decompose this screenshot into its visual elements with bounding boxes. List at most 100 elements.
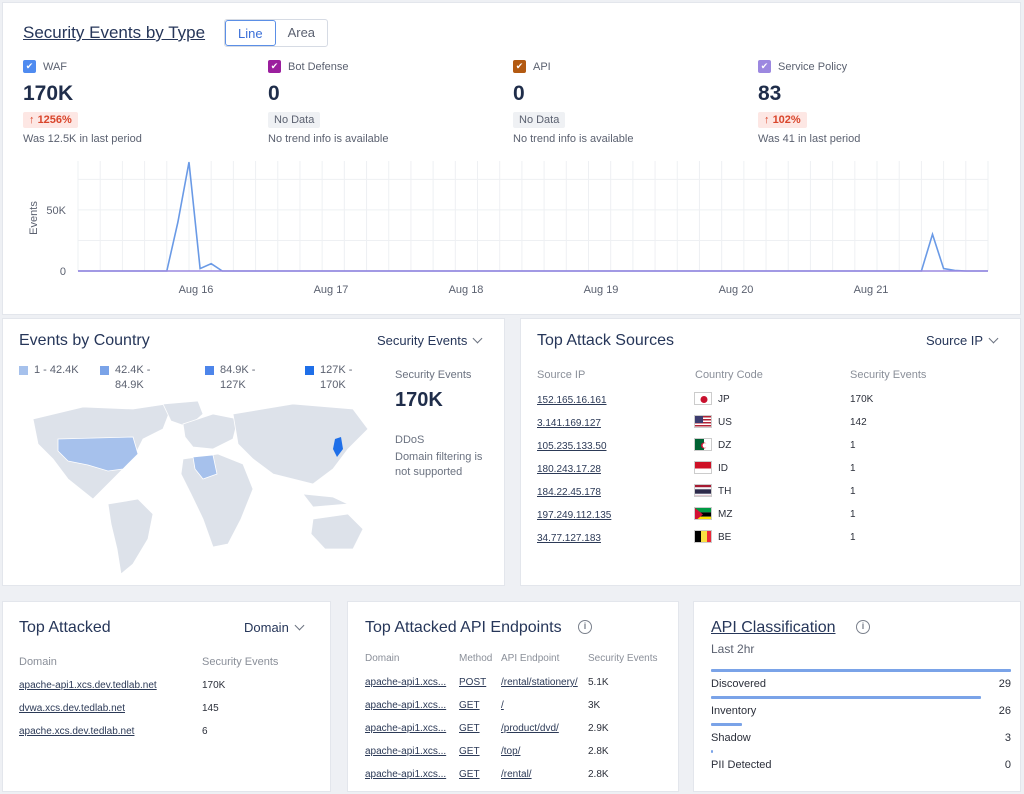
api-method-link[interactable]: GET [459, 769, 480, 780]
security-events-panel: Security Events by Type Line Area ✔ WAF 1… [2, 2, 1021, 315]
dropdown-value: Security Events [377, 333, 468, 348]
info-icon[interactable]: i [578, 620, 592, 634]
x-tick-label: Aug 20 [719, 284, 754, 296]
api-domain-link[interactable]: apache-api1.xcs... [365, 769, 447, 780]
api-domain-link[interactable]: apache-api1.xcs... [365, 677, 447, 688]
total-value: 170K [395, 389, 443, 411]
area-toggle-button[interactable]: Area [287, 25, 316, 40]
api-classification-title[interactable]: API Classification [711, 619, 836, 636]
source-row: 105.235.133.50 DZ 1 [537, 437, 1007, 460]
source-ip-link[interactable]: 180.243.17.28 [537, 464, 601, 475]
country-code: MZ [718, 509, 733, 520]
api-domain-link[interactable]: apache-api1.xcs... [365, 746, 447, 757]
classification-row: Inventory 26 [711, 696, 1011, 717]
legend-label: 84.9K - 127K [220, 364, 256, 391]
source-row: 152.165.16.161 JP 170K [537, 391, 1007, 414]
line-toggle-button[interactable]: Line [225, 20, 276, 46]
info-icon[interactable]: i [856, 620, 870, 634]
x-tick-label: Aug 18 [449, 284, 484, 296]
legend-label: 127K - 170K [320, 364, 353, 391]
col-header-method: Method [459, 653, 493, 664]
api-events: 2.8K [588, 746, 609, 757]
source-ip-link[interactable]: 34.77.127.183 [537, 533, 601, 544]
source-row: 197.249.112.135 MZ 1 [537, 506, 1007, 529]
stat-api: ✔ API 0 No Data No trend info is availabl… [513, 60, 743, 145]
flag-dz-icon [694, 438, 712, 451]
col-header-security-events: Security Events [588, 653, 658, 664]
api-method-link[interactable]: GET [459, 700, 480, 711]
col-header-security-events: Security Events [850, 369, 927, 381]
source-events: 1 [850, 509, 856, 520]
source-ip-link[interactable]: 3.141.169.127 [537, 418, 601, 429]
security-events-title[interactable]: Security Events by Type [23, 23, 206, 42]
api-endpoint-link[interactable]: /rental/stationery/ [501, 677, 578, 688]
top-attacked-api-title: Top Attacked API Endpoints [365, 619, 562, 636]
domain-link[interactable]: apache.xcs.dev.tedlab.net [19, 726, 135, 737]
classification-bar [711, 669, 1011, 672]
api-endpoint-link[interactable]: /rental/ [501, 769, 532, 780]
api-endpoint-link[interactable]: / [501, 700, 504, 711]
stat-waf: ✔ WAF 170K ↑ 1256% Was 12.5K in last peri… [23, 60, 253, 145]
source-ip-link[interactable]: 184.22.45.178 [537, 487, 601, 498]
api-endpoint-link[interactable]: /product/dvd/ [501, 723, 559, 734]
source-ip-link[interactable]: 105.235.133.50 [537, 441, 607, 452]
stat-value: 83 [758, 82, 782, 105]
legend-label: 1 - 42.4K [34, 364, 79, 376]
col-header-domain: Domain [365, 653, 400, 664]
source-dropdown[interactable]: Source IP [926, 333, 999, 348]
legend-item: 1 - 42.4K [19, 363, 84, 378]
x-tick-label: Aug 17 [314, 284, 349, 296]
map-australia [310, 513, 364, 550]
legend-swatch [19, 366, 28, 375]
events-line-chart[interactable]: 0 50K Events Aug 16 Aug 17 Aug 18 Aug 19 Aug 20… [23, 153, 1003, 308]
domain-link[interactable]: apache-api1.xcs.dev.tedlab.net [19, 680, 157, 691]
api-method-link[interactable]: GET [459, 746, 480, 757]
x-tick-label: Aug 21 [854, 284, 889, 296]
top-attack-sources-panel: Top Attack Sources Source IP Source IP C… [520, 318, 1021, 586]
source-events: 1 [850, 440, 856, 451]
api-domain-link[interactable]: apache-api1.xcs... [365, 723, 447, 734]
domain-events: 145 [202, 703, 219, 714]
checkbox-icon[interactable]: ✔ [23, 60, 36, 73]
y-tick-label: 50K [46, 205, 66, 217]
classification-label: Discovered [711, 678, 767, 690]
checkbox-icon[interactable]: ✔ [268, 60, 281, 73]
api-endpoint-link[interactable]: /top/ [501, 746, 521, 757]
source-ip-link[interactable]: 197.249.112.135 [537, 510, 612, 521]
checkbox-icon[interactable]: ✔ [758, 60, 771, 73]
api-method-link[interactable]: POST [459, 677, 487, 688]
classification-row: Shadow 3 [711, 723, 1011, 744]
map-asia [232, 403, 369, 485]
source-ip-link[interactable]: 152.165.16.161 [537, 395, 607, 406]
country-code: DZ [718, 440, 732, 451]
stat-subtext: No trend info is available [268, 133, 389, 145]
chevron-down-icon [294, 620, 305, 631]
api-events: 2.9K [588, 723, 609, 734]
classification-label: PII Detected [711, 759, 772, 771]
classification-bar [711, 696, 981, 699]
flag-th-icon [694, 484, 712, 497]
classification-label: Shadow [711, 732, 751, 744]
map-japan [333, 437, 343, 457]
country-metric-dropdown[interactable]: Security Events [377, 333, 483, 348]
no-data-badge: No Data [513, 112, 566, 128]
world-map[interactable] [13, 399, 383, 579]
stat-label: Bot Defense [288, 60, 349, 73]
legend-swatch [205, 366, 214, 375]
legend-swatch [100, 366, 109, 375]
flag-us-icon [694, 415, 712, 428]
classification-subtitle: Last 2hr [711, 642, 755, 656]
chevron-down-icon [472, 333, 483, 344]
source-events: 1 [850, 486, 856, 497]
api-domain-link[interactable]: apache-api1.xcs... [365, 700, 447, 711]
map-europe [182, 413, 239, 450]
attacked-type-dropdown[interactable]: Domain [244, 620, 305, 635]
legend-item: 127K - 170K [305, 363, 365, 393]
checkbox-icon[interactable]: ✔ [513, 60, 526, 73]
api-method-link[interactable]: GET [459, 723, 480, 734]
stat-bot-defense: ✔ Bot Defense 0 No Data No trend info is … [268, 60, 498, 145]
domain-link[interactable]: dvwa.xcs.dev.tedlab.net [19, 703, 125, 714]
col-header-security-events: Security Events [202, 656, 279, 668]
flag-jp-icon [694, 392, 712, 405]
classification-bar [711, 750, 714, 753]
